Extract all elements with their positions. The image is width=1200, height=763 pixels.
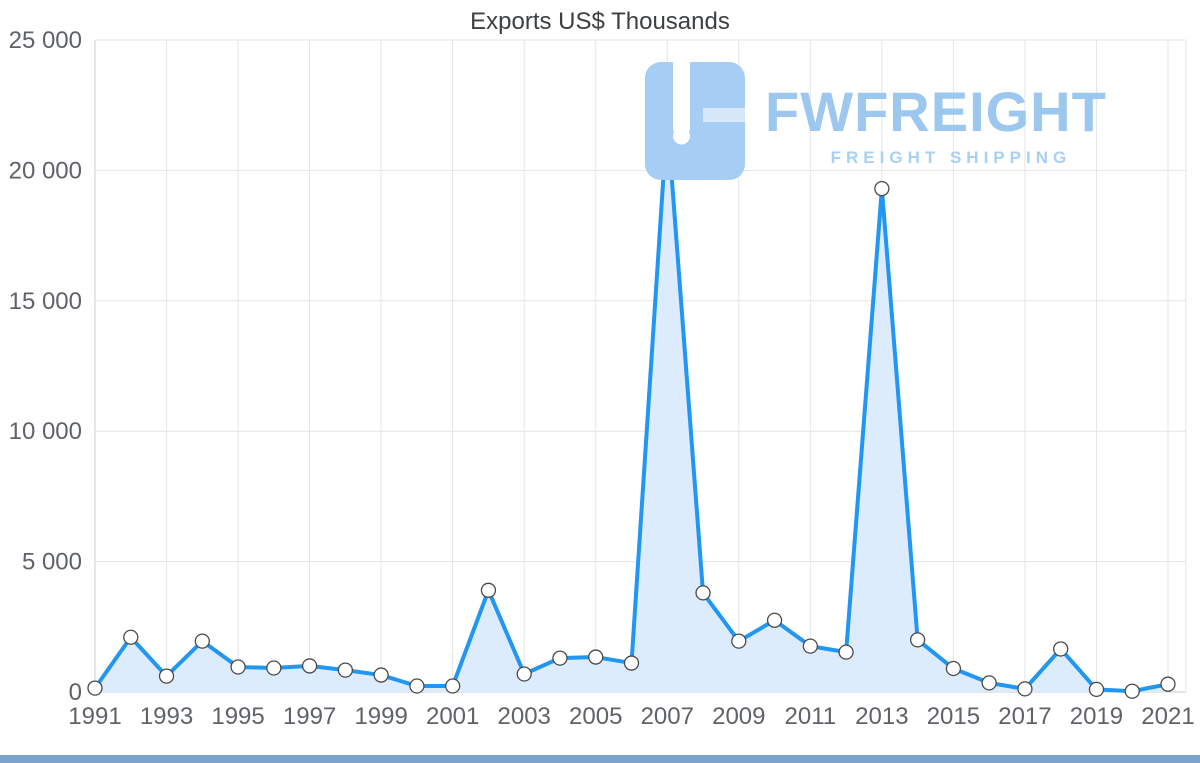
data-point-1997[interactable]	[301, 658, 318, 674]
data-point-1994[interactable]	[194, 633, 210, 649]
x-axis-label: 2017	[998, 703, 1051, 730]
data-point-2021[interactable]	[1160, 676, 1176, 692]
data-point-2011[interactable]	[802, 638, 818, 654]
x-axis-label: 2001	[426, 703, 479, 730]
data-point-2013[interactable]	[874, 181, 890, 197]
y-axis-label: 10 000	[9, 418, 82, 445]
x-axis-label: 2011	[785, 703, 837, 730]
data-point-2001[interactable]	[445, 678, 461, 694]
data-point-1993[interactable]	[158, 668, 175, 684]
footer-strip	[0, 755, 1200, 763]
y-axis-label: 15 000	[9, 288, 82, 315]
data-point-2012[interactable]	[838, 644, 854, 660]
data-point-2009[interactable]	[731, 633, 747, 649]
data-point-2007[interactable]	[659, 110, 675, 126]
x-axis-label: 2015	[927, 703, 980, 730]
data-point-2016[interactable]	[981, 675, 997, 691]
x-axis-label: 2019	[1070, 703, 1123, 730]
y-axis-label: 20 000	[9, 157, 82, 184]
x-axis-label: 1993	[140, 703, 193, 730]
data-point-2004[interactable]	[552, 650, 568, 666]
data-point-1991[interactable]	[87, 680, 103, 696]
data-point-2008[interactable]	[695, 585, 711, 601]
data-point-1999[interactable]	[373, 667, 389, 683]
x-axis-label: 2005	[569, 703, 622, 730]
data-point-2018[interactable]	[1053, 641, 1069, 657]
x-axis-label: 1997	[283, 703, 336, 730]
x-axis-label: 2009	[712, 703, 765, 730]
chart-title: Exports US$ Thousands	[470, 8, 730, 35]
y-axis-label: 25 000	[9, 27, 82, 54]
data-point-2019[interactable]	[1088, 681, 1105, 698]
data-point-1995[interactable]	[230, 659, 246, 675]
data-point-2005[interactable]	[588, 649, 604, 665]
x-axis-label: 2013	[855, 703, 908, 730]
x-axis-label: 2021	[1141, 703, 1194, 730]
x-axis-label: 2007	[641, 703, 694, 730]
area-fill	[95, 118, 1168, 693]
data-point-2015[interactable]	[945, 660, 962, 677]
data-point-1996[interactable]	[266, 660, 282, 676]
data-point-2014[interactable]	[909, 632, 926, 648]
x-axis-label: 1991	[68, 703, 121, 730]
x-axis-label: 2003	[498, 703, 551, 730]
data-point-2010[interactable]	[766, 612, 783, 628]
y-axis-label: 5 000	[22, 549, 82, 576]
data-point-2002[interactable]	[480, 582, 497, 598]
data-point-1992[interactable]	[123, 629, 139, 645]
data-point-2017[interactable]	[1017, 681, 1033, 697]
x-axis-label: 1999	[354, 703, 407, 730]
data-line	[93, 116, 1170, 694]
data-point-2000[interactable]	[409, 678, 425, 694]
x-axis-label: 1995	[211, 703, 264, 730]
exports-area-chart: 0 5 000 10 000 15 000 20 000 25 000 1991 1993 19…	[9, 27, 1195, 730]
data-point-2003[interactable]	[516, 666, 532, 682]
y-axis-label: 0	[69, 679, 82, 706]
data-point-2006[interactable]	[623, 655, 640, 671]
data-point-1998[interactable]	[337, 662, 354, 678]
data-point-2020[interactable]	[1124, 683, 1140, 699]
data-points	[87, 110, 1176, 699]
